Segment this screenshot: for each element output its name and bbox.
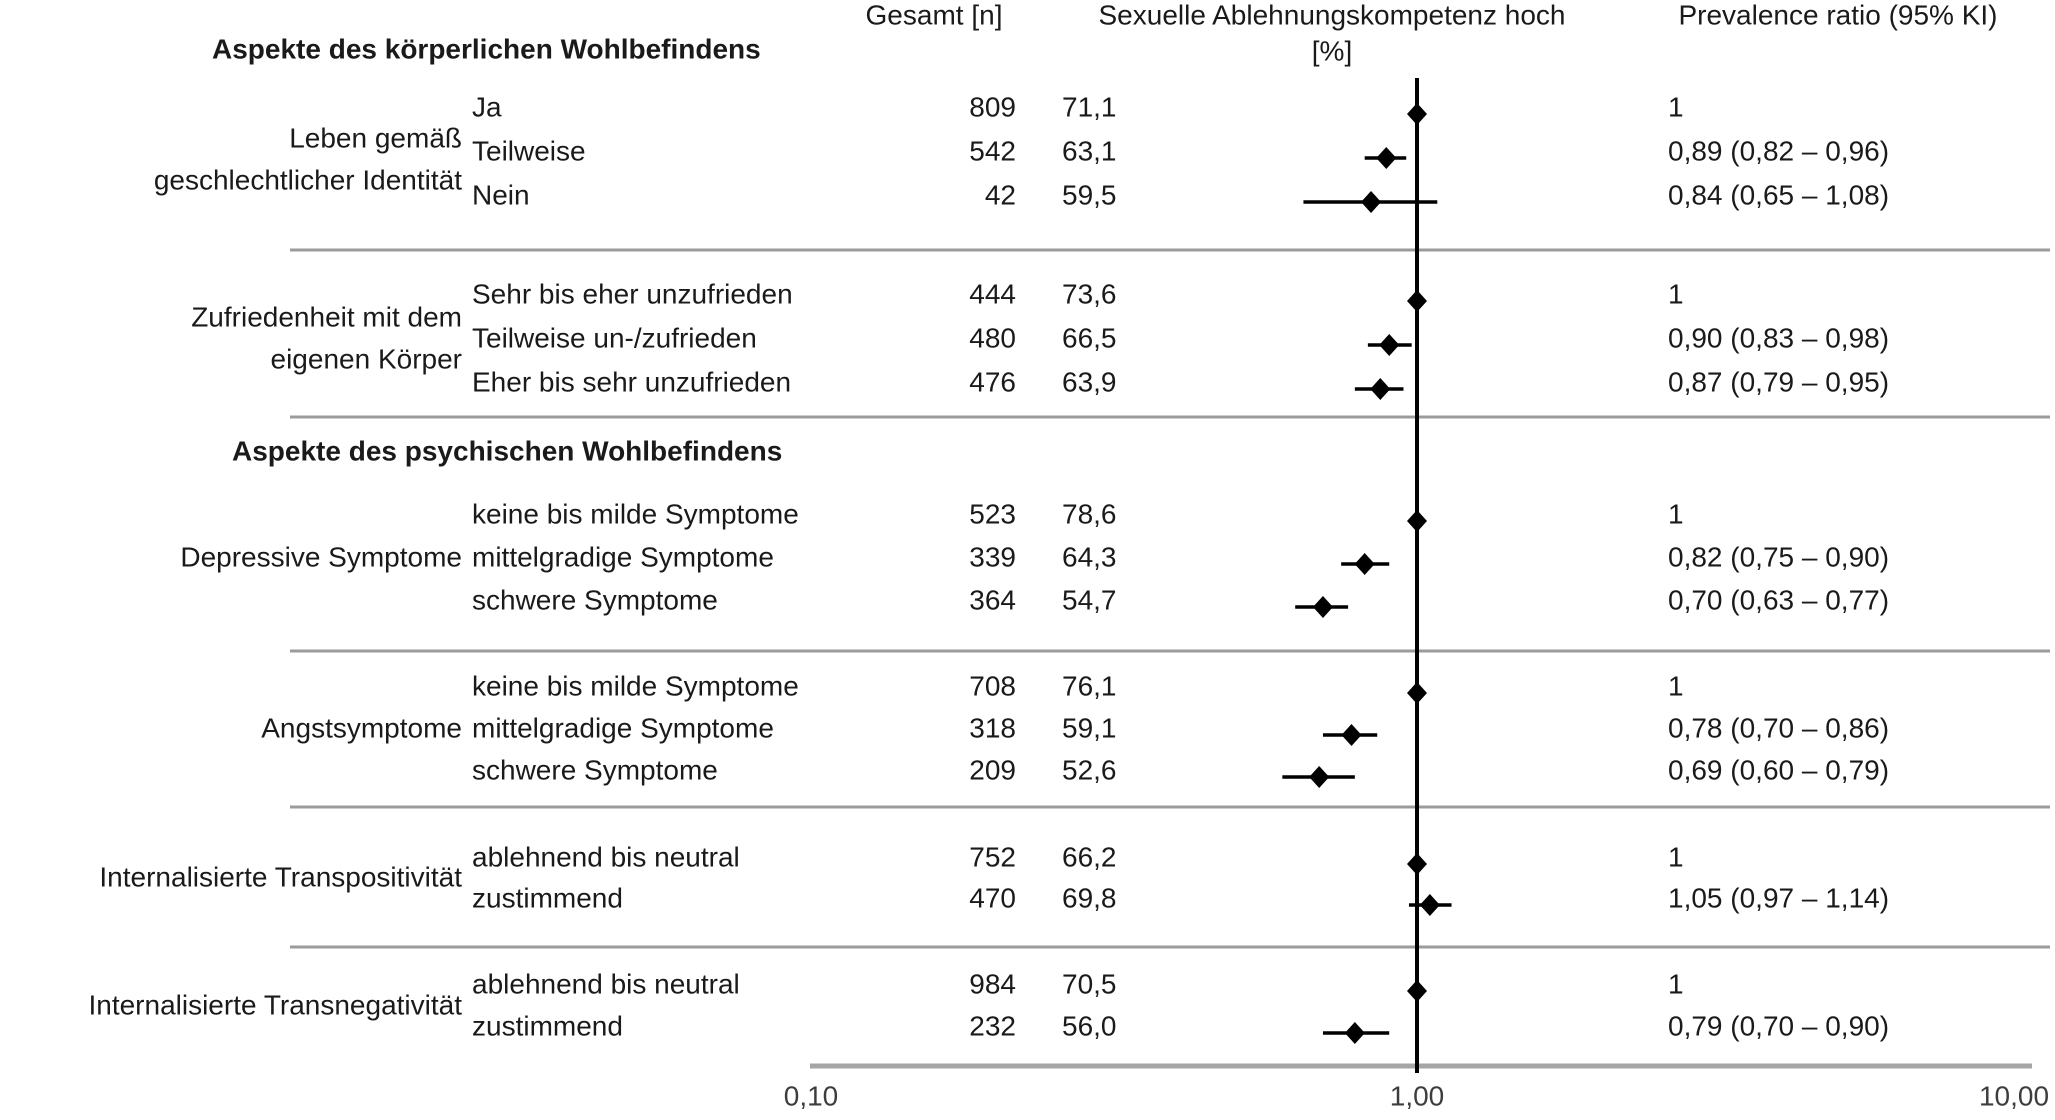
row-category-label: ablehnend bis neutral: [472, 968, 740, 1000]
group-label: eigenen Körper: [270, 343, 462, 375]
row-outcome-percent: 73,6: [1062, 278, 1117, 310]
row-category-label: ablehnend bis neutral: [472, 841, 740, 873]
group-label: Internalisierte Transnegativität: [88, 989, 462, 1021]
section-title: Aspekte des psychischen Wohlbefindens: [232, 435, 783, 467]
row-total-n: 480: [969, 322, 1016, 354]
row-prevalence-ratio: 0,87 (0,79 – 0,95): [1668, 366, 1890, 398]
row-category-label: Ja: [472, 91, 502, 123]
row-total-n: 523: [969, 498, 1016, 530]
row-prevalence-ratio: 0,70 (0,63 – 0,77): [1668, 584, 1890, 616]
row-total-n: 339: [969, 541, 1016, 573]
reference-estimate-diamond: [1407, 980, 1427, 1002]
point-estimate-diamond: [1344, 1022, 1365, 1044]
group-label: Leben gemäß: [289, 122, 462, 154]
point-estimate-diamond: [1419, 894, 1440, 916]
section-title: Aspekte des körperlichen Wohlbefindens: [212, 33, 761, 65]
row-category-label: schwere Symptome: [472, 584, 718, 616]
row-category-label: Sehr bis eher unzufrieden: [472, 278, 793, 310]
row-total-n: 209: [969, 754, 1016, 786]
row-total-n: 984: [969, 968, 1016, 1000]
point-estimate-diamond: [1370, 378, 1391, 400]
row-prevalence-ratio: 0,89 (0,82 – 0,96): [1668, 135, 1890, 167]
column-header-outcome-unit: [%]: [1311, 35, 1353, 67]
row-category-label: keine bis milde Symptome: [472, 498, 799, 530]
row-outcome-percent: 63,1: [1062, 135, 1117, 167]
column-header-total: Gesamt [n]: [865, 0, 1003, 31]
row-prevalence-ratio: 1: [1668, 278, 1684, 310]
point-estimate-diamond: [1309, 766, 1330, 788]
row-outcome-percent: 78,6: [1062, 498, 1117, 530]
row-outcome-percent: 56,0: [1062, 1010, 1117, 1042]
row-outcome-percent: 71,1: [1062, 91, 1117, 123]
row-prevalence-ratio: 0,84 (0,65 – 1,08): [1668, 179, 1890, 211]
row-category-label: zustimmend: [472, 1010, 623, 1042]
row-total-n: 809: [969, 91, 1016, 123]
row-outcome-percent: 69,8: [1062, 882, 1117, 914]
reference-estimate-diamond: [1407, 510, 1427, 532]
row-outcome-percent: 70,5: [1062, 968, 1117, 1000]
reference-estimate-diamond: [1407, 103, 1427, 125]
row-outcome-percent: 59,5: [1062, 179, 1117, 211]
row-prevalence-ratio: 1: [1668, 498, 1684, 530]
column-header-outcome: Sexuelle Ablehnungskompetenz hoch: [1098, 0, 1566, 31]
point-estimate-diamond: [1341, 724, 1362, 746]
row-total-n: 318: [969, 712, 1016, 744]
row-total-n: 752: [969, 841, 1016, 873]
row-category-label: Eher bis sehr unzufrieden: [472, 366, 792, 398]
x-axis-tick-label: 0,10: [783, 1080, 839, 1112]
group-label: Zufriedenheit mit dem: [191, 301, 462, 333]
row-total-n: 42: [984, 179, 1016, 211]
row-total-n: 232: [969, 1010, 1016, 1042]
row-prevalence-ratio: 1: [1668, 968, 1684, 1000]
row-category-label: zustimmend: [472, 882, 623, 914]
row-prevalence-ratio: 0,69 (0,60 – 0,79): [1668, 754, 1890, 786]
row-category-label: keine bis milde Symptome: [472, 670, 799, 702]
row-total-n: 542: [969, 135, 1016, 167]
row-total-n: 364: [969, 584, 1016, 616]
row-category-label: mittelgradige Symptome: [472, 541, 774, 573]
row-category-label: Teilweise: [472, 135, 586, 167]
row-category-label: mittelgradige Symptome: [472, 712, 774, 744]
point-estimate-diamond: [1354, 553, 1375, 575]
row-prevalence-ratio: 0,79 (0,70 – 0,90): [1668, 1010, 1890, 1042]
x-axis-tick-label: 1,00: [1389, 1080, 1445, 1112]
x-axis-tick-label: 10,00: [1978, 1080, 2050, 1112]
row-outcome-percent: 76,1: [1062, 670, 1117, 702]
row-category-label: Teilweise un-/zufrieden: [472, 322, 757, 354]
reference-estimate-diamond: [1407, 290, 1427, 312]
row-total-n: 708: [969, 670, 1016, 702]
row-outcome-percent: 66,2: [1062, 841, 1117, 873]
point-estimate-diamond: [1361, 191, 1382, 213]
row-prevalence-ratio: 1: [1668, 670, 1684, 702]
row-outcome-percent: 54,7: [1062, 584, 1117, 616]
row-prevalence-ratio: 1: [1668, 841, 1684, 873]
row-category-label: schwere Symptome: [472, 754, 718, 786]
row-outcome-percent: 66,5: [1062, 322, 1117, 354]
row-category-label: Nein: [472, 179, 530, 211]
group-label: Depressive Symptome: [180, 541, 462, 573]
row-prevalence-ratio: 1,05 (0,97 – 1,14): [1668, 882, 1890, 914]
row-prevalence-ratio: 0,78 (0,70 – 0,86): [1668, 712, 1890, 744]
point-estimate-diamond: [1379, 334, 1400, 356]
row-prevalence-ratio: 1: [1668, 91, 1684, 123]
group-label: Angstsymptome: [261, 712, 462, 744]
row-outcome-percent: 64,3: [1062, 541, 1117, 573]
row-total-n: 470: [969, 882, 1016, 914]
group-label: geschlechtlicher Identität: [153, 164, 462, 196]
reference-estimate-diamond: [1407, 682, 1427, 704]
row-total-n: 476: [969, 366, 1016, 398]
column-header-ratio: Prevalence ratio (95% KI): [1678, 0, 1998, 31]
row-outcome-percent: 52,6: [1062, 754, 1117, 786]
reference-estimate-diamond: [1407, 853, 1427, 875]
point-estimate-diamond: [1376, 147, 1397, 169]
row-prevalence-ratio: 0,90 (0,83 – 0,98): [1668, 322, 1890, 354]
point-estimate-diamond: [1312, 596, 1333, 618]
row-total-n: 444: [969, 278, 1016, 310]
row-outcome-percent: 63,9: [1062, 366, 1117, 398]
row-outcome-percent: 59,1: [1062, 712, 1117, 744]
group-label: Internalisierte Transpositivität: [99, 861, 462, 893]
row-prevalence-ratio: 0,82 (0,75 – 0,90): [1668, 541, 1890, 573]
